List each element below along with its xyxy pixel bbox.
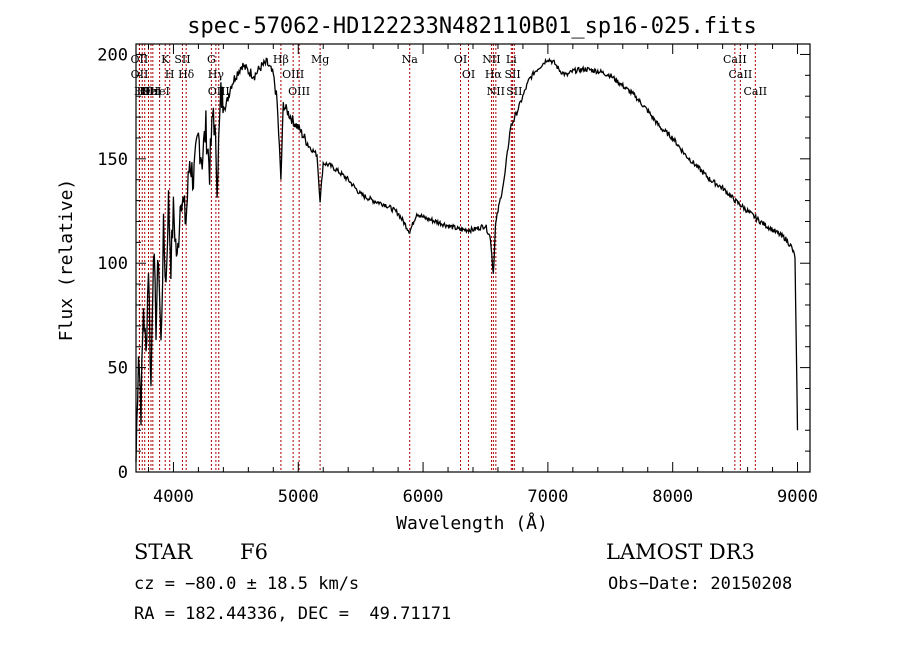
line-label-24: NII [487,85,505,98]
x-axis-label: Wavelength (Å) [396,512,548,534]
spectrum-series-line [135,57,799,462]
line-label-11: Hδ [178,68,195,81]
line-label-30: CaII [743,85,767,98]
x-tick-label-1: 5000 [278,487,319,507]
survey-name: LAMOST DR3 [606,540,755,564]
line-label-10: SII [174,53,190,66]
line-label-15: Hβ [273,53,289,66]
x-tick-label-0: 4000 [153,487,194,507]
line-label-4: Hε [141,85,157,98]
line-label-25: Li [506,53,517,66]
line-label-22: NII [482,53,500,66]
obs-date: Obs−Date: 20150208 [608,574,793,594]
line-label-13: Hγ [208,68,225,81]
ra-dec: RA = 182.44336, DEC = 49.71171 [134,604,452,624]
x-axis-ticks: 4000 5000 6000 7000 8000 9000 [147,44,818,507]
y-tick-label-3: 150 [97,150,128,170]
spectral-line-markers [138,44,756,472]
y-axis-ticks: 0 50 100 150 200 [97,45,810,483]
line-label-19: Na [402,53,419,66]
x-tick-label-5: 9000 [777,487,818,507]
line-label-20: OI [454,53,467,66]
line-label-17: OIII [288,85,310,98]
line-label-9: H [165,68,175,81]
line-label-28: CaII [723,53,747,66]
line-label-2: OII [131,68,149,81]
line-label-23: Hα [485,68,503,81]
line-label-5: HeI [141,85,161,98]
line-label-12: G [207,53,216,66]
line-label-14: OIII [208,85,230,98]
y-tick-label-4: 200 [97,45,128,65]
line-label-3: Hθ [137,85,154,98]
cz-value: cz = −80.0 ± 18.5 km/s [134,574,360,594]
y-tick-label-2: 100 [97,254,128,274]
x-tick-label-2: 6000 [403,487,444,507]
chart-title: spec-57062-HD122233N482110B01_sp16-025.f… [187,14,757,39]
y-axis-label: Flux (relative) [56,179,77,342]
line-label-0: H9 [134,85,151,98]
line-label-8: K [161,53,170,66]
x-tick-label-4: 8000 [652,487,693,507]
y-tick-label-0: 0 [118,463,128,483]
star-label: STAR [134,540,193,564]
line-label-21: OI [462,68,475,81]
spectral-type: F6 [240,540,268,564]
line-label-29: CaII [729,68,753,81]
x-tick-label-3: 7000 [527,487,568,507]
line-label-7: HeI [149,85,169,98]
plot-frame [135,43,811,473]
line-label-27: SII [506,85,522,98]
y-tick-label-1: 50 [108,359,128,379]
line-label-26: SII [504,68,520,81]
line-label-1: OII [131,53,149,66]
line-label-16: OIII [282,68,304,81]
line-label-18: Mg [311,53,329,66]
line-label-6: Hη [145,85,161,98]
